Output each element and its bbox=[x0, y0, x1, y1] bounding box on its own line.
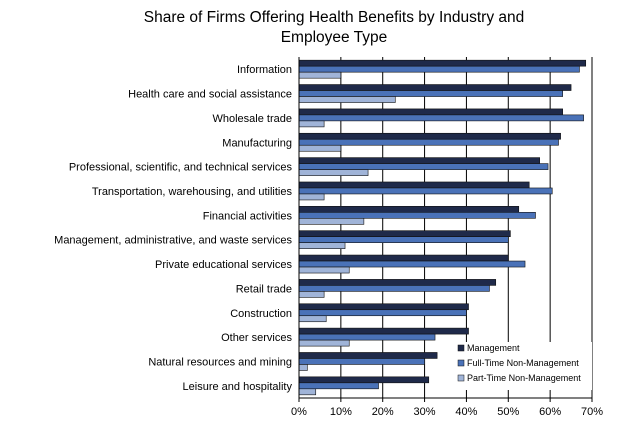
bar-management bbox=[298, 108, 564, 116]
bar-full-time-non-management bbox=[298, 187, 553, 195]
bar-management bbox=[298, 132, 561, 140]
bar-part-time-non-management bbox=[298, 144, 342, 152]
x-tick-label: 70% bbox=[581, 406, 603, 418]
bar-management bbox=[298, 181, 530, 189]
category-label: Natural resources and mining bbox=[148, 356, 292, 368]
legend: Management Full-Time Non-Management Part-T… bbox=[454, 342, 592, 390]
chart-title-line-1: Share of Firms Offering Health Benefits … bbox=[144, 9, 525, 26]
x-tick-label: 60% bbox=[539, 406, 561, 418]
bar-full-time-non-management bbox=[298, 309, 467, 317]
category-label: Private educational services bbox=[155, 259, 292, 271]
x-tick-label: 30% bbox=[414, 406, 436, 418]
category-label: Wholesale trade bbox=[213, 113, 293, 125]
x-tick-label: 40% bbox=[455, 406, 477, 418]
legend-swatch bbox=[457, 344, 465, 352]
bar-part-time-non-management bbox=[298, 96, 396, 103]
legend-swatch bbox=[457, 359, 465, 367]
bar-part-time-non-management bbox=[298, 218, 365, 225]
bar-management bbox=[298, 254, 509, 262]
bar-management bbox=[298, 327, 469, 335]
bar-part-time-non-management bbox=[298, 315, 327, 323]
bar-part-time-non-management bbox=[298, 339, 350, 347]
bar-management bbox=[298, 352, 438, 359]
bar-part-time-non-management bbox=[298, 71, 342, 79]
category-label: Manufacturing bbox=[222, 137, 292, 149]
bar-full-time-non-management bbox=[298, 212, 536, 219]
category-label: Financial activities bbox=[203, 210, 293, 222]
category-label: Construction bbox=[230, 308, 292, 320]
bar-management bbox=[298, 230, 511, 237]
legend-swatch bbox=[457, 374, 465, 382]
bar-part-time-non-management bbox=[298, 169, 369, 176]
category-label: Transportation, warehousing, and utiliti… bbox=[92, 186, 293, 198]
bar-full-time-non-management bbox=[298, 138, 559, 146]
bar-management bbox=[298, 303, 469, 311]
legend-label: Full-Time Non-Management bbox=[467, 358, 579, 368]
x-tick-label: 50% bbox=[497, 406, 519, 418]
bar-full-time-non-management bbox=[298, 163, 549, 170]
category-label: Professional, scientific, and technical … bbox=[69, 162, 293, 174]
category-label: Management, administrative, and waste se… bbox=[54, 235, 292, 247]
bar-management bbox=[298, 279, 497, 286]
bar-full-time-non-management bbox=[298, 358, 425, 365]
category-labels: Information Health care and social assist… bbox=[54, 64, 292, 393]
category-label: Health care and social assistance bbox=[128, 89, 292, 101]
bar-management bbox=[298, 59, 587, 67]
axis-lines bbox=[298, 57, 592, 399]
bar-management bbox=[298, 376, 430, 384]
legend-label: Part-Time Non-Management bbox=[467, 373, 581, 383]
category-label: Leisure and hospitality bbox=[183, 381, 293, 393]
bar-full-time-non-management bbox=[298, 90, 564, 97]
category-label: Retail trade bbox=[236, 283, 292, 295]
bar-part-time-non-management bbox=[298, 120, 325, 128]
bar-full-time-non-management bbox=[298, 114, 584, 122]
x-tick-label: 20% bbox=[372, 406, 394, 418]
category-label: Information bbox=[237, 64, 292, 76]
bar-part-time-non-management bbox=[298, 266, 350, 274]
chart-title: Share of Firms Offering Health Benefits … bbox=[144, 9, 525, 46]
bar-full-time-non-management bbox=[298, 382, 379, 390]
x-axis-ticks: 0% 10% 20% 30% 40% 50% 60% 70% bbox=[291, 398, 603, 418]
legend-label: Management bbox=[467, 343, 520, 353]
bar-full-time-non-management bbox=[298, 333, 436, 341]
bar-full-time-non-management bbox=[298, 285, 490, 292]
bar-part-time-non-management bbox=[298, 291, 325, 298]
bar-part-time-non-management bbox=[298, 364, 308, 371]
bar-full-time-non-management bbox=[298, 236, 509, 243]
bar-part-time-non-management bbox=[298, 193, 325, 201]
legend-background bbox=[454, 342, 592, 390]
bar-full-time-non-management bbox=[298, 260, 526, 268]
x-tick-label: 0% bbox=[291, 406, 307, 418]
bar-part-time-non-management bbox=[298, 388, 317, 396]
bar-management bbox=[298, 206, 520, 213]
bar-management bbox=[298, 157, 540, 164]
category-label: Other services bbox=[221, 332, 292, 344]
bar-part-time-non-management bbox=[298, 242, 346, 249]
chart-title-line-2: Employee Type bbox=[281, 29, 388, 46]
bar-full-time-non-management bbox=[298, 65, 580, 73]
x-tick-label: 10% bbox=[330, 406, 352, 418]
bar-management bbox=[298, 84, 572, 91]
